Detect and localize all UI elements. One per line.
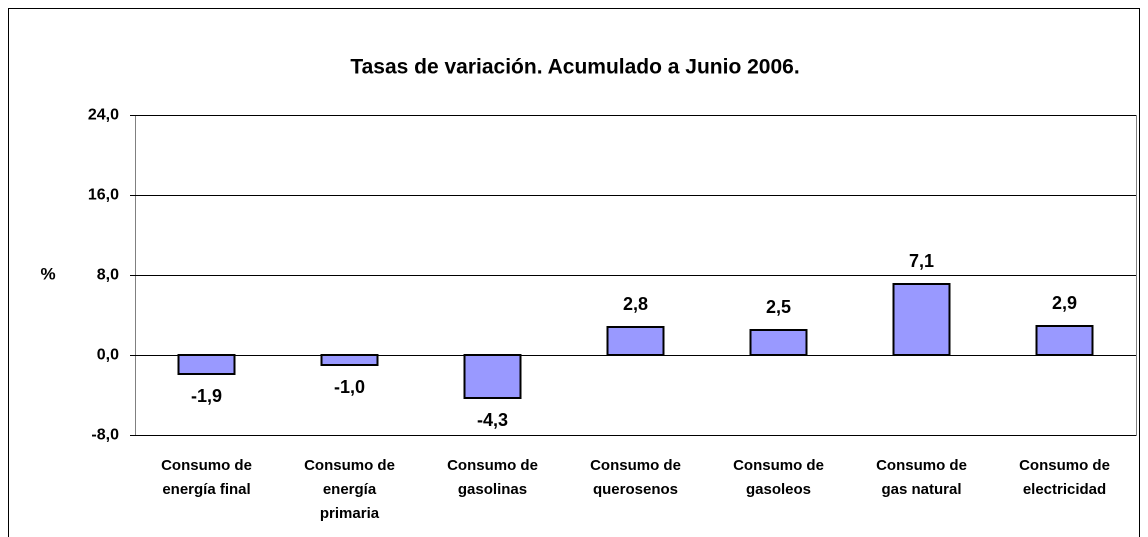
value-label: 7,1 (909, 251, 934, 271)
y-tick-label: 16,0 (88, 187, 119, 204)
x-tick-label-line: gas natural (881, 481, 961, 498)
x-tick-label-line: Consumo de (161, 457, 252, 474)
y-tick-label: 24,0 (88, 107, 119, 124)
x-tick-label-line: querosenos (593, 481, 678, 498)
chart-title: Tasas de variación. Acumulado a Junio 20… (350, 56, 799, 79)
x-tick-label-line: Consumo de (733, 457, 824, 474)
x-tick-label-line: Consumo de (590, 457, 681, 474)
y-tick-label: 0,0 (97, 347, 119, 364)
bar (606, 326, 665, 356)
x-tick-label-line: electricidad (1023, 481, 1106, 498)
value-label: 2,5 (766, 297, 791, 317)
x-tick-label-line: Consumo de (447, 457, 538, 474)
x-tick-label: Consumo de gasolinas (447, 457, 538, 498)
bar (463, 354, 522, 399)
x-tick-label-line: gasoleos (746, 481, 811, 498)
x-tick-label-line: gasolinas (458, 481, 527, 498)
value-label: 2,8 (623, 294, 648, 314)
bar (177, 354, 236, 375)
bar (892, 283, 951, 356)
x-tick-label: Consumo de energía primaria (304, 457, 395, 522)
x-tick-label: Consumo de energía final (161, 457, 252, 498)
y-tick-label: -8,0 (91, 427, 119, 444)
value-label: -1,0 (334, 377, 365, 397)
x-tick-label: Consumo de querosenos (590, 457, 681, 498)
x-tick-label-line: energía (323, 481, 377, 498)
value-label: -1,9 (191, 386, 222, 406)
bar (1035, 325, 1094, 356)
y-tick-label: 8,0 (97, 267, 119, 284)
x-tick-label: Consumo de gasoleos (733, 457, 824, 498)
y-axis-label: % (40, 264, 55, 283)
x-tick-label: Consumo de electricidad (1019, 457, 1110, 498)
x-tick-label-line: primaria (320, 505, 380, 522)
x-tick-label-line: Consumo de (1019, 457, 1110, 474)
x-tick-label-line: Consumo de (304, 457, 395, 474)
bar (749, 329, 808, 356)
value-label: 2,9 (1052, 293, 1077, 313)
x-tick-label-line: energía final (162, 481, 250, 498)
value-label: -4,3 (477, 410, 508, 430)
x-tick-label-line: Consumo de (876, 457, 967, 474)
bar (320, 354, 379, 366)
x-tick-label: Consumo de gas natural (876, 457, 967, 498)
